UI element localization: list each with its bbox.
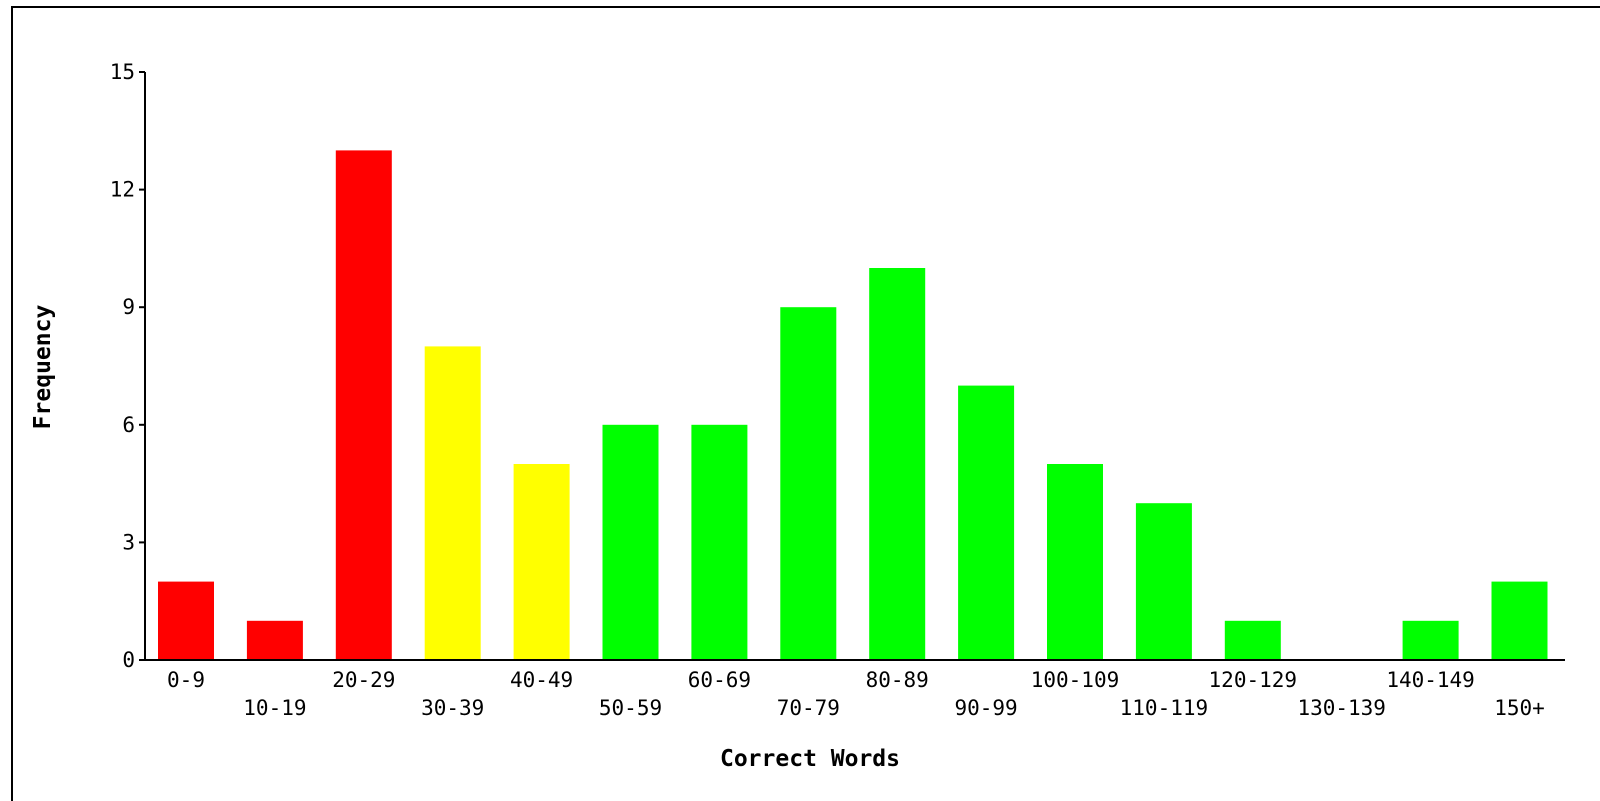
x-tick-label: 140-149 [1386,668,1475,692]
bar-140-149 [1402,620,1459,660]
bar-80-89 [869,268,926,660]
bar-10-19 [246,620,303,660]
bar-40-49 [513,464,570,660]
bar-120-129 [1224,620,1281,660]
bar-100-109 [1047,464,1103,660]
y-tick-label: 3 [122,530,135,554]
x-tick-label: 30-39 [421,696,484,720]
y-tick-label: 15 [110,60,135,84]
x-tick-label: 0-9 [167,668,205,692]
x-tick-label: 60-69 [688,668,751,692]
x-tick-labels-group: 0-9 10-19 20-29 30-39 40-49 50-59 60-69 70-79 80… [167,668,1545,720]
bar-50-59 [602,424,659,660]
bar-150+ [1491,581,1548,660]
x-axis-title: Correct Words [720,746,900,772]
bar-30-39 [424,346,481,660]
y-tick-label: 6 [122,413,135,437]
x-tick-label: 80-89 [866,668,929,692]
y-tick-label: 9 [122,295,135,319]
x-tick-label: 90-99 [954,696,1017,720]
x-tick-label: 120-129 [1209,668,1298,692]
bar-90-99 [958,385,1015,660]
bar-20-29 [335,150,392,660]
x-tick-label: 130-139 [1297,696,1386,720]
x-tick-label: 110-119 [1120,696,1209,720]
axes-group [144,72,1565,661]
x-tick-label: 70-79 [777,696,840,720]
bar-110-119 [1135,503,1192,660]
bar-60-69 [691,424,748,660]
x-tick-label: 150+ [1494,696,1545,720]
y-ticks-group: 0 3 6 9 12 15 [110,60,145,672]
bar-70-79 [780,307,837,660]
chart-frame [11,6,1600,801]
x-tick-label: 50-59 [599,696,662,720]
bar-0-9 [158,581,214,660]
y-tick-label: 12 [110,178,135,202]
y-tick-label: 0 [122,648,135,672]
y-axis-title: Frequency [30,305,56,430]
bars-group [158,150,1548,660]
x-tick-label: 10-19 [243,696,306,720]
x-tick-label: 100-109 [1031,668,1120,692]
x-tick-label: 40-49 [510,668,573,692]
x-tick-label: 20-29 [332,668,395,692]
